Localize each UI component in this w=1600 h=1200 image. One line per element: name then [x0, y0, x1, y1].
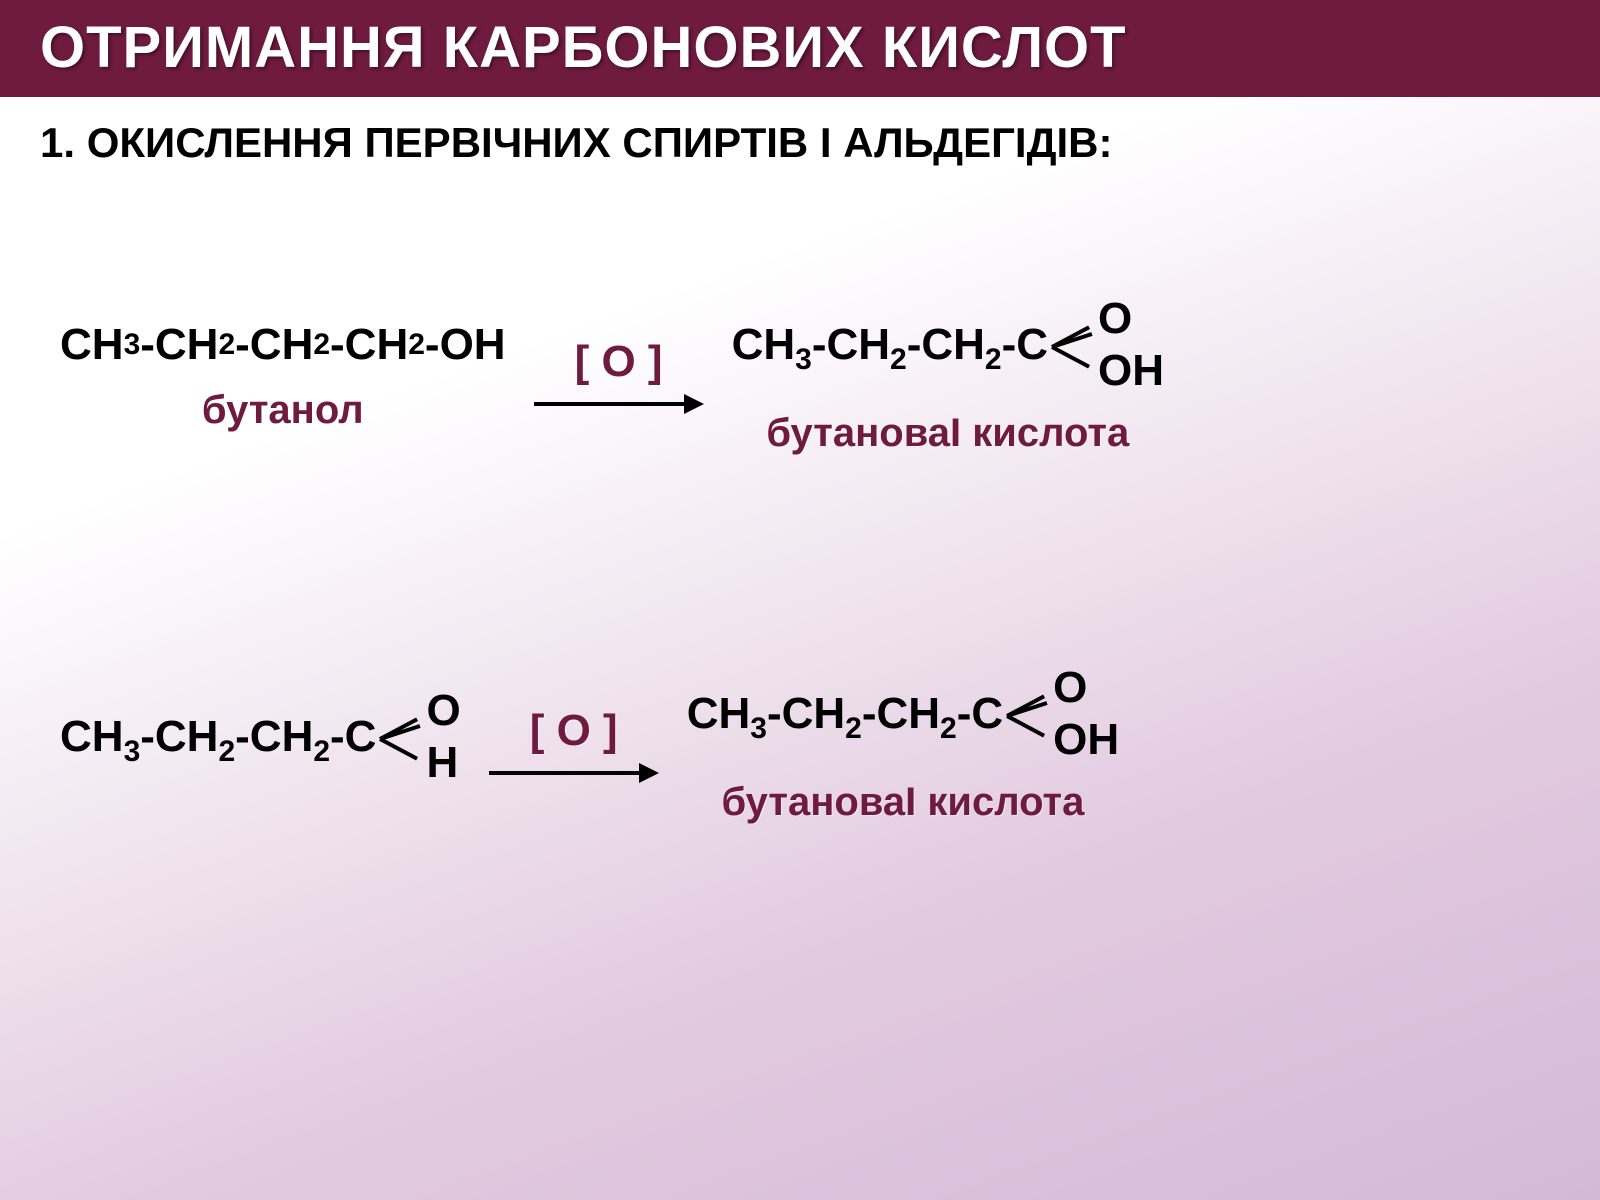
bond-lines — [1007, 684, 1049, 744]
bottom-sub: OH — [1053, 718, 1119, 762]
top-sub: O — [1053, 666, 1087, 710]
arrow-icon — [534, 391, 704, 417]
product-block: CH3-CH2-CH2-C O OH бутановаI кислота — [687, 666, 1119, 825]
arrow-icon — [489, 760, 659, 786]
product-formula: CH3-CH2-CH2-C O OH — [687, 666, 1119, 762]
reagent-block: CH3-CH2-CH2-C O H — [60, 689, 461, 803]
product-name: бутановаI кислота — [721, 780, 1084, 825]
aldehyde-group: O H — [378, 689, 460, 785]
product-name: бутановаI кислота — [766, 411, 1129, 456]
slide-subtitle: 1. ОКИСЛЕННЯ ПЕРВІЧНИХ СПИРТІВ І АЛЬДЕГІ… — [0, 97, 1600, 167]
reaction-arrow: [ O ] — [489, 706, 659, 786]
oxidant-label: [ O ] — [575, 337, 663, 387]
reaction-arrow: [ O ] — [534, 337, 704, 417]
reagent-block: CH3-CH2-CH2-CH2-OH бутанол — [60, 320, 506, 433]
reagent-name: бутанол — [202, 388, 364, 433]
chain: CH3-CH2-CH2-C — [60, 712, 376, 762]
top-sub: O — [1098, 297, 1132, 341]
reactions-area: CH3-CH2-CH2-CH2-OH бутанол [ O ] CH3-CH2… — [0, 167, 1600, 825]
carboxyl-group: O OH — [1050, 297, 1164, 393]
oxidant-label: [ O ] — [530, 706, 618, 756]
bond-lines — [1052, 315, 1094, 375]
slide-title: ОТРИМАННЯ КАРБОНОВИХ КИСЛОТ — [0, 0, 1600, 97]
bottom-sub: OH — [1098, 349, 1164, 393]
bond-lines — [380, 707, 422, 767]
bottom-sub: H — [426, 741, 458, 785]
reagent-formula: CH3-CH2-CH2-C O H — [60, 689, 461, 785]
product-formula: CH3-CH2-CH2-C O OH — [732, 297, 1164, 393]
reaction-row: CH3-CH2-CH2-C O H [ O ] — [60, 666, 1540, 825]
chain: CH3-CH2-CH2-C — [687, 689, 1003, 739]
carboxyl-group: O OH — [1005, 666, 1119, 762]
top-sub: O — [426, 689, 460, 733]
reaction-row: CH3-CH2-CH2-CH2-OH бутанол [ O ] CH3-CH2… — [60, 297, 1540, 456]
product-block: CH3-CH2-CH2-C O OH бутановаI кислота — [732, 297, 1164, 456]
reagent-formula: CH3-CH2-CH2-CH2-OH — [60, 320, 506, 370]
chain: CH3-CH2-CH2-C — [732, 320, 1048, 370]
